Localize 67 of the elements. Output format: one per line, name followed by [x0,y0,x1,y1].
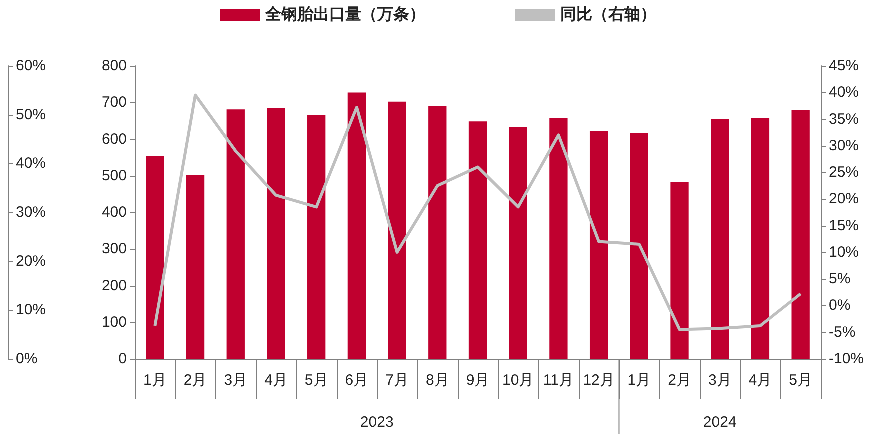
y-tick-label: 500 [102,167,127,184]
x-tick-label: 8月 [426,372,450,389]
bar [468,122,488,359]
x-tick-label: 1月 [628,372,652,389]
y2-tick-label: 15% [829,217,860,234]
bar [308,115,326,359]
bar [550,118,568,359]
y-tick-label: 600 [102,130,127,148]
y2-tick-label: 20% [829,190,860,208]
bar [590,131,608,359]
bar [670,182,689,359]
y2-tick-label: -5% [829,324,856,341]
bar [792,110,810,359]
x-tick-label: 12月 [583,372,615,389]
y-tick-label: 800 [102,58,127,74]
legend-label: 同比（右轴） [560,6,656,24]
y2-tick-label: 25% [829,164,860,182]
x-tick-label: 5月 [304,372,328,389]
bar [711,119,730,359]
x-tick-label: 2月 [184,372,208,389]
y2-tick-label: 45% [829,58,860,74]
y-tick-label: 100 [102,314,127,331]
bar [388,102,406,359]
y3-tick-label: 40% [16,155,46,172]
bar [509,128,528,359]
y2-tick-label: 30% [829,137,860,154]
bar [226,110,245,359]
bar [186,175,205,359]
x-tick-label: 3月 [708,372,732,389]
y2-tick-label: 10% [829,244,860,261]
x-tick-label: 4月 [748,372,772,389]
line-series [154,94,802,332]
bar [751,118,770,359]
y-tick-label: 700 [102,94,127,112]
x-tick-label: 4月 [264,372,288,389]
x-tick-label: 2月 [668,372,692,389]
x-tick-label: 11月 [543,372,574,389]
y-tick-label: 400 [102,204,127,221]
y3-tick-label: 20% [16,252,46,270]
x-tick-label: 6月 [345,372,369,389]
y-tick-label: 200 [102,277,127,294]
bar [267,108,286,359]
x-tick-label: 3月 [224,372,248,389]
y3-tick-label: 0% [16,350,38,368]
y-tick-label: 0 [118,350,127,368]
bar [146,156,164,359]
bar [348,92,366,359]
x-tick-label: 10月 [502,372,534,389]
y3-tick-label: 10% [16,302,46,319]
text: 2023 [360,414,394,431]
y2-tick-label: 0% [829,297,851,314]
y2-tick-label: 35% [829,110,860,128]
y3-tick-label: 30% [16,204,46,221]
y2-tick-label: -10% [829,350,864,368]
bar [428,106,447,359]
y2-tick-label: 40% [829,84,860,102]
x-tick-label: 9月 [466,372,490,389]
x-tick-label: 5月 [789,372,812,389]
text: 2024 [703,414,737,431]
legend-label: 全钢胎出口量（万条） [264,6,426,24]
y3-tick-label: 50% [16,106,46,124]
y-tick-label: 300 [102,240,127,258]
y3-tick-label: 60% [16,58,46,74]
x-tick-label: 7月 [386,372,409,389]
y2-tick-label: 5% [829,270,851,288]
bar [630,133,648,359]
x-tick-label: 1月 [144,372,167,389]
